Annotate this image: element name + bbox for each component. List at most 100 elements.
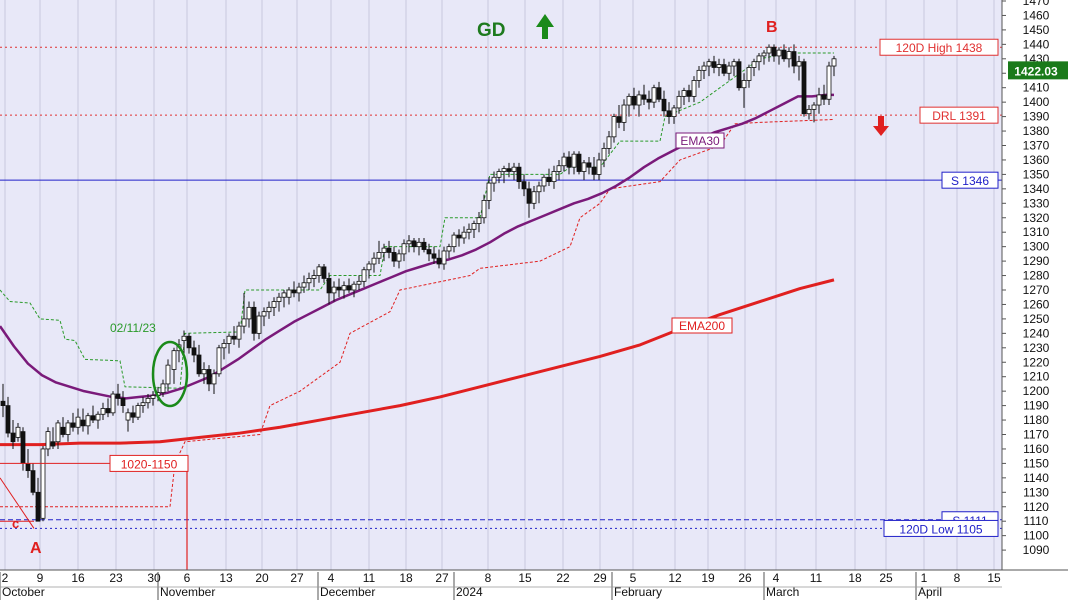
candle	[706, 58, 712, 77]
candle	[361, 266, 367, 288]
candle	[511, 162, 517, 181]
candle-body	[706, 61, 712, 67]
level-label-box	[883, 519, 999, 537]
candle-body	[326, 278, 332, 294]
candle	[211, 369, 217, 395]
x-tick-label: 12	[668, 571, 682, 585]
month-label: November	[160, 585, 215, 599]
gd-label: GD	[477, 20, 506, 41]
candle-body	[716, 64, 722, 68]
candle-body	[50, 441, 56, 447]
y-tick-label: 1260	[1023, 297, 1050, 311]
candle-body	[75, 416, 81, 428]
y-tick-label: 1200	[1023, 384, 1050, 398]
candle-body	[651, 87, 657, 103]
x-tick-label: 4	[773, 571, 780, 585]
candle	[60, 417, 66, 438]
candle-body	[576, 153, 582, 172]
month-label: February	[614, 585, 662, 599]
candle-body	[65, 422, 71, 435]
candle	[711, 55, 717, 74]
x-tick-label: 15	[987, 571, 1001, 585]
candle	[216, 344, 222, 377]
candle-body	[20, 431, 26, 464]
y-tick-label: 1470	[1023, 0, 1050, 8]
candle	[536, 181, 542, 204]
candle	[466, 223, 472, 240]
candle	[100, 402, 106, 421]
candle-body	[541, 176, 547, 187]
candle-body	[306, 278, 312, 284]
candle	[546, 168, 552, 186]
x-tick-label: 8	[485, 571, 492, 585]
level-label-box	[919, 106, 999, 124]
candle-body	[746, 67, 752, 81]
candle-body	[711, 61, 717, 68]
candle	[256, 311, 262, 340]
candle-body	[301, 282, 307, 288]
point-b-label: B	[766, 19, 778, 36]
candle	[30, 463, 36, 496]
candle-body	[686, 90, 692, 97]
candle	[541, 174, 547, 192]
candle-body	[366, 263, 372, 271]
candle-body	[786, 51, 792, 60]
candle-body	[436, 257, 442, 265]
candle	[231, 326, 237, 345]
y-tick-label: 1150	[1023, 456, 1049, 470]
candle-body	[631, 95, 637, 106]
candle-body	[696, 69, 702, 81]
candle-body	[666, 110, 672, 117]
candle	[741, 73, 747, 108]
candle-body	[115, 393, 121, 399]
candle	[266, 301, 272, 319]
candle-body	[125, 412, 131, 421]
candle-body	[616, 116, 622, 123]
candle	[206, 365, 212, 392]
candle-body	[681, 90, 687, 97]
candle-body	[145, 397, 151, 404]
candle-body	[561, 156, 567, 167]
y-tick-label: 1300	[1023, 240, 1050, 254]
candle-body	[196, 354, 202, 375]
trailing-stop-line	[0, 52, 834, 389]
y-tick-label: 1340	[1023, 182, 1050, 196]
candle-body	[776, 49, 782, 57]
candle-body	[646, 98, 652, 103]
x-tick-label: 25	[879, 571, 893, 585]
ema200-label: EMA200	[679, 319, 725, 333]
candle	[821, 84, 827, 106]
candle	[716, 58, 722, 77]
candle-body	[661, 98, 667, 112]
candle-body	[206, 369, 212, 385]
y-tick-label: 1410	[1023, 81, 1050, 95]
candle-body	[451, 234, 457, 248]
y-tick-label: 1120	[1023, 500, 1049, 514]
candle-body	[356, 280, 362, 285]
candle-body	[55, 422, 61, 443]
candle	[326, 272, 332, 305]
x-tick-label: 6	[184, 571, 191, 585]
candle	[701, 61, 707, 80]
candle	[761, 50, 767, 65]
candle-body	[256, 315, 262, 334]
candle-body	[676, 95, 682, 109]
candle	[516, 162, 522, 189]
candle	[436, 249, 442, 269]
x-tick-label: 16	[71, 571, 85, 585]
month-label: April	[918, 585, 942, 599]
candle-body	[611, 116, 617, 138]
candle	[90, 405, 96, 423]
candle	[431, 246, 437, 264]
x-tick-label: 1	[921, 571, 928, 585]
candle	[731, 58, 737, 77]
candle-body	[476, 217, 482, 224]
candle-body	[586, 162, 592, 168]
candle	[666, 102, 672, 124]
candle	[50, 427, 56, 449]
highlight-ellipse	[151, 340, 189, 408]
y-tick-label: 1110	[1024, 514, 1049, 528]
candle-body	[496, 171, 502, 178]
candle-body	[601, 147, 607, 161]
